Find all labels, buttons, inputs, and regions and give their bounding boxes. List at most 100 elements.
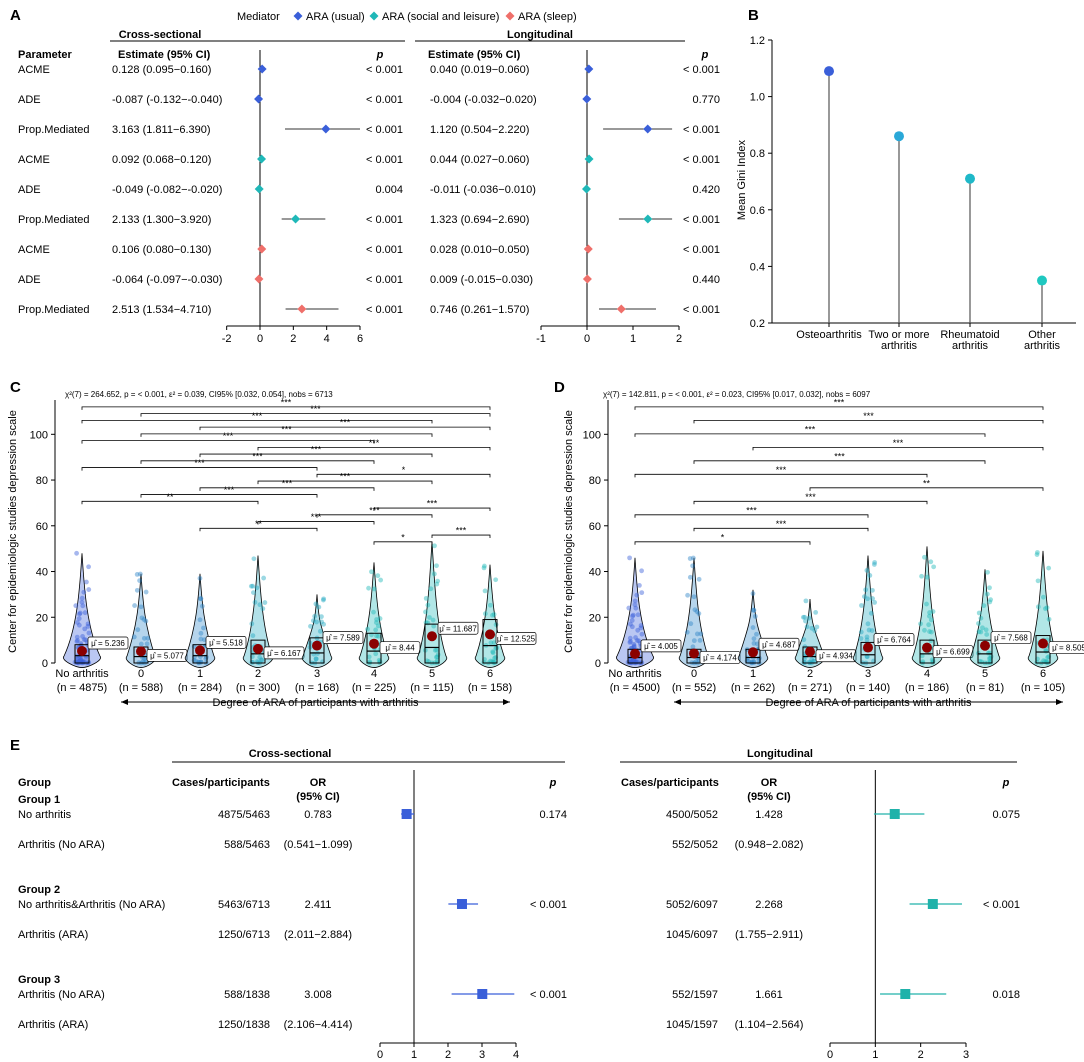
c-jitter-point (365, 626, 370, 632)
c-box (74, 644, 90, 664)
d-jitter-point (687, 574, 693, 580)
e-lg-point (927, 899, 938, 909)
e-lg-point (889, 809, 900, 819)
c-y-tick-label: 0 (42, 658, 48, 670)
c-jitter-point (143, 618, 149, 624)
d-jitter-point (690, 644, 696, 650)
a-cs-tick-label: -2 (222, 333, 232, 345)
a-row-lg-estimate: -0.004 (-0.032−0.020) (430, 94, 537, 106)
c-sig-bracket (257, 521, 375, 525)
d-jitter-point (639, 568, 645, 574)
d-jitter-point (1040, 594, 1046, 600)
a-row-cs-estimate: 0.092 (0.068−0.120) (112, 154, 211, 166)
c-sig-stars: *** (340, 472, 351, 482)
d-jitter-point (631, 644, 637, 650)
c-jitter-point (434, 581, 440, 587)
c-jitter-point (134, 587, 140, 593)
b-category-label: arthritis (881, 340, 918, 352)
c-group-label: 3 (314, 668, 320, 680)
c-jitter-point (262, 600, 268, 605)
c-jitter-point (482, 588, 488, 594)
d-jitter-point (1046, 616, 1052, 622)
c-jitter-point (74, 639, 80, 644)
c-jitter-point (373, 627, 379, 633)
b-y-tick-label: 0.2 (750, 318, 765, 330)
a-row-param: ADE (18, 94, 41, 106)
d-jitter-point (926, 622, 932, 628)
c-violin (242, 555, 274, 668)
e-group-row1: No arthritis&Arthritis (No ARA) (18, 899, 165, 911)
d-jitter-point (981, 603, 987, 609)
e-cs-tick-label: 2 (445, 1049, 451, 1061)
a-lg-point (584, 154, 594, 164)
a-row-cs-estimate: -0.087 (-0.132−-0.040) (112, 94, 222, 106)
d-jitter-point (630, 658, 636, 664)
d-jitter-point (628, 621, 633, 627)
d-box (977, 639, 993, 664)
e-header-long: Longitudinal (747, 748, 813, 760)
c-violin (474, 564, 506, 668)
d-jitter-point (633, 605, 639, 611)
c-sig-bracket (373, 507, 491, 512)
c-jitter-point (77, 611, 82, 617)
c-mean-point (195, 645, 205, 656)
a-header-long: Longitudinal (507, 29, 573, 41)
a-header-p-cs: p (376, 49, 384, 61)
d-n-label: (n = 552) (672, 682, 716, 694)
d-sig-bracket (634, 541, 811, 545)
c-jitter-point (139, 615, 145, 621)
d-jitter-point (627, 639, 633, 645)
a-lg-point (582, 94, 592, 104)
d-mean-label-box (1048, 641, 1084, 654)
c-sig-stars: *** (369, 505, 380, 515)
c-jitter-point (493, 577, 499, 583)
d-sig-stars: ** (923, 478, 931, 488)
d-sig-bracket (693, 500, 928, 505)
c-jitter-point (310, 618, 316, 624)
d-mean-label: μ̂ = 4.934 (819, 652, 853, 661)
c-jitter-point (366, 585, 371, 591)
c-jitter-point (432, 543, 437, 549)
c-jitter-point (369, 569, 374, 575)
c-jitter-point (82, 626, 88, 632)
a-row-lg-estimate: 1.323 (0.694−2.690) (430, 214, 529, 226)
e-header-p-cs: p (549, 777, 557, 789)
a-cs-point (254, 274, 264, 284)
c-jitter-point (74, 657, 80, 663)
a-lg-point (582, 274, 592, 284)
c-sig-stars: *** (340, 418, 351, 428)
d-jitter-point (804, 624, 810, 630)
c-mean-label-box (379, 641, 421, 655)
d-jitter-point (751, 640, 757, 646)
d-stat-text: χ²(7) = 142.811, p = < 0.001, ε² = 0.023… (603, 390, 871, 399)
d-jitter-point (922, 627, 927, 633)
e-cs-p: 0.174 (539, 809, 567, 821)
c-jitter-point (431, 623, 437, 629)
c-jitter-point (78, 657, 84, 662)
c-jitter-point (79, 595, 85, 601)
d-jitter-point (866, 627, 872, 633)
c-jitter-point (85, 621, 91, 627)
a-row-lg-p: < 0.001 (683, 214, 720, 226)
legend-label-0: ARA (usual) (306, 11, 365, 23)
c-jitter-point (83, 637, 89, 643)
c-jitter-point (84, 579, 89, 585)
b-category-label: arthritis (1024, 340, 1061, 352)
c-x-arrow-right (503, 699, 510, 705)
d-jitter-point (690, 563, 696, 569)
c-stat-text: χ²(7) = 264.652, p = < 0.001, ε² = 0.039… (65, 390, 333, 399)
c-jitter-point (197, 575, 203, 581)
a-row-cs-estimate: 0.128 (0.095−0.160) (112, 64, 211, 76)
d-mean-label: μ̂ = 6.699 (936, 648, 970, 657)
d-sig-stars: *** (805, 492, 816, 502)
c-sig-bracket (316, 473, 491, 478)
c-sig-stars: * (402, 465, 406, 475)
c-jitter-point (488, 658, 493, 664)
c-sig-stars: *** (282, 478, 293, 488)
d-mean-label: μ̂ = 4.687 (762, 640, 796, 649)
d-jitter-point (928, 559, 934, 565)
c-sig-stars: *** (252, 451, 263, 461)
d-jitter-point (1034, 552, 1040, 557)
d-jitter-point (987, 656, 992, 661)
a-header-estimate-lg: Estimate (95% CI) (428, 49, 521, 61)
